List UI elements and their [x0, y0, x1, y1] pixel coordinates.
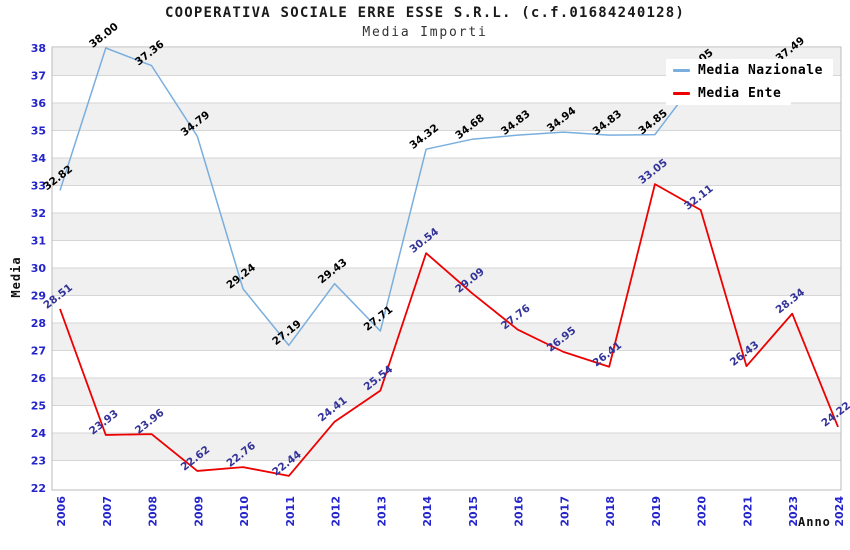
- svg-text:2017: 2017: [558, 496, 571, 527]
- svg-text:2024: 2024: [833, 496, 846, 527]
- svg-text:29: 29: [31, 290, 46, 303]
- y-axis-title: Media: [9, 256, 23, 298]
- svg-text:33: 33: [31, 180, 46, 193]
- svg-text:24: 24: [31, 427, 47, 440]
- svg-text:31: 31: [31, 235, 46, 248]
- chart-title: COOPERATIVA SOCIALE ERRE ESSE S.R.L. (c.…: [165, 5, 685, 21]
- svg-text:30: 30: [31, 262, 47, 275]
- svg-text:2009: 2009: [192, 496, 205, 527]
- svg-text:35: 35: [31, 125, 46, 138]
- x-axis-title: Anno: [798, 515, 831, 529]
- media-ente-line-swatch: [673, 92, 690, 95]
- svg-text:2018: 2018: [604, 496, 617, 527]
- x-axis-tick-labels: 2006 2007 2008 2009 2010 2011 2012 2013 2014 2015…: [55, 496, 846, 527]
- svg-text:2019: 2019: [650, 496, 663, 527]
- svg-text:2023: 2023: [787, 496, 800, 527]
- svg-text:2010: 2010: [238, 496, 251, 527]
- svg-text:27: 27: [31, 345, 46, 358]
- svg-text:2011: 2011: [284, 496, 297, 527]
- svg-text:2008: 2008: [147, 496, 160, 527]
- media-nazionale-line-swatch: [673, 69, 690, 72]
- svg-text:22: 22: [31, 482, 46, 495]
- svg-text:26: 26: [31, 372, 47, 385]
- gridlines: [52, 75, 841, 461]
- legend-label: Media Ente: [698, 86, 782, 101]
- legend-item-media-nazionale: Media Nazionale: [666, 59, 833, 82]
- svg-text:2020: 2020: [696, 496, 709, 527]
- series-line-media-ente: [59, 183, 839, 477]
- svg-text:37: 37: [31, 70, 46, 83]
- svg-text:2012: 2012: [330, 496, 343, 527]
- svg-text:23: 23: [31, 455, 46, 468]
- svg-text:2006: 2006: [55, 496, 68, 527]
- svg-text:2013: 2013: [375, 496, 388, 527]
- series-line-media-nazionale: [59, 47, 793, 347]
- svg-text:38: 38: [31, 42, 46, 55]
- plot-bands: [52, 48, 841, 488]
- legend: Media Nazionale Media Ente: [666, 59, 833, 105]
- svg-text:2021: 2021: [741, 496, 754, 527]
- svg-text:34: 34: [31, 152, 47, 165]
- legend-item-media-ente: Media Ente: [666, 82, 792, 105]
- svg-text:2015: 2015: [467, 496, 480, 527]
- y-axis-tick-labels: 22 23 24 25 26 27 28 29 30 31 32 33 34 35 36 37 38: [31, 42, 47, 495]
- svg-text:2007: 2007: [101, 496, 114, 527]
- svg-text:28: 28: [31, 317, 46, 330]
- svg-text:36: 36: [31, 97, 47, 110]
- legend-label: Media Nazionale: [698, 63, 823, 78]
- svg-text:2016: 2016: [513, 496, 526, 527]
- svg-text:25: 25: [31, 400, 46, 413]
- svg-text:2014: 2014: [421, 496, 434, 527]
- svg-text:32: 32: [31, 207, 46, 220]
- plot-border: [51, 46, 842, 491]
- chart-subtitle: Media Importi: [362, 25, 488, 40]
